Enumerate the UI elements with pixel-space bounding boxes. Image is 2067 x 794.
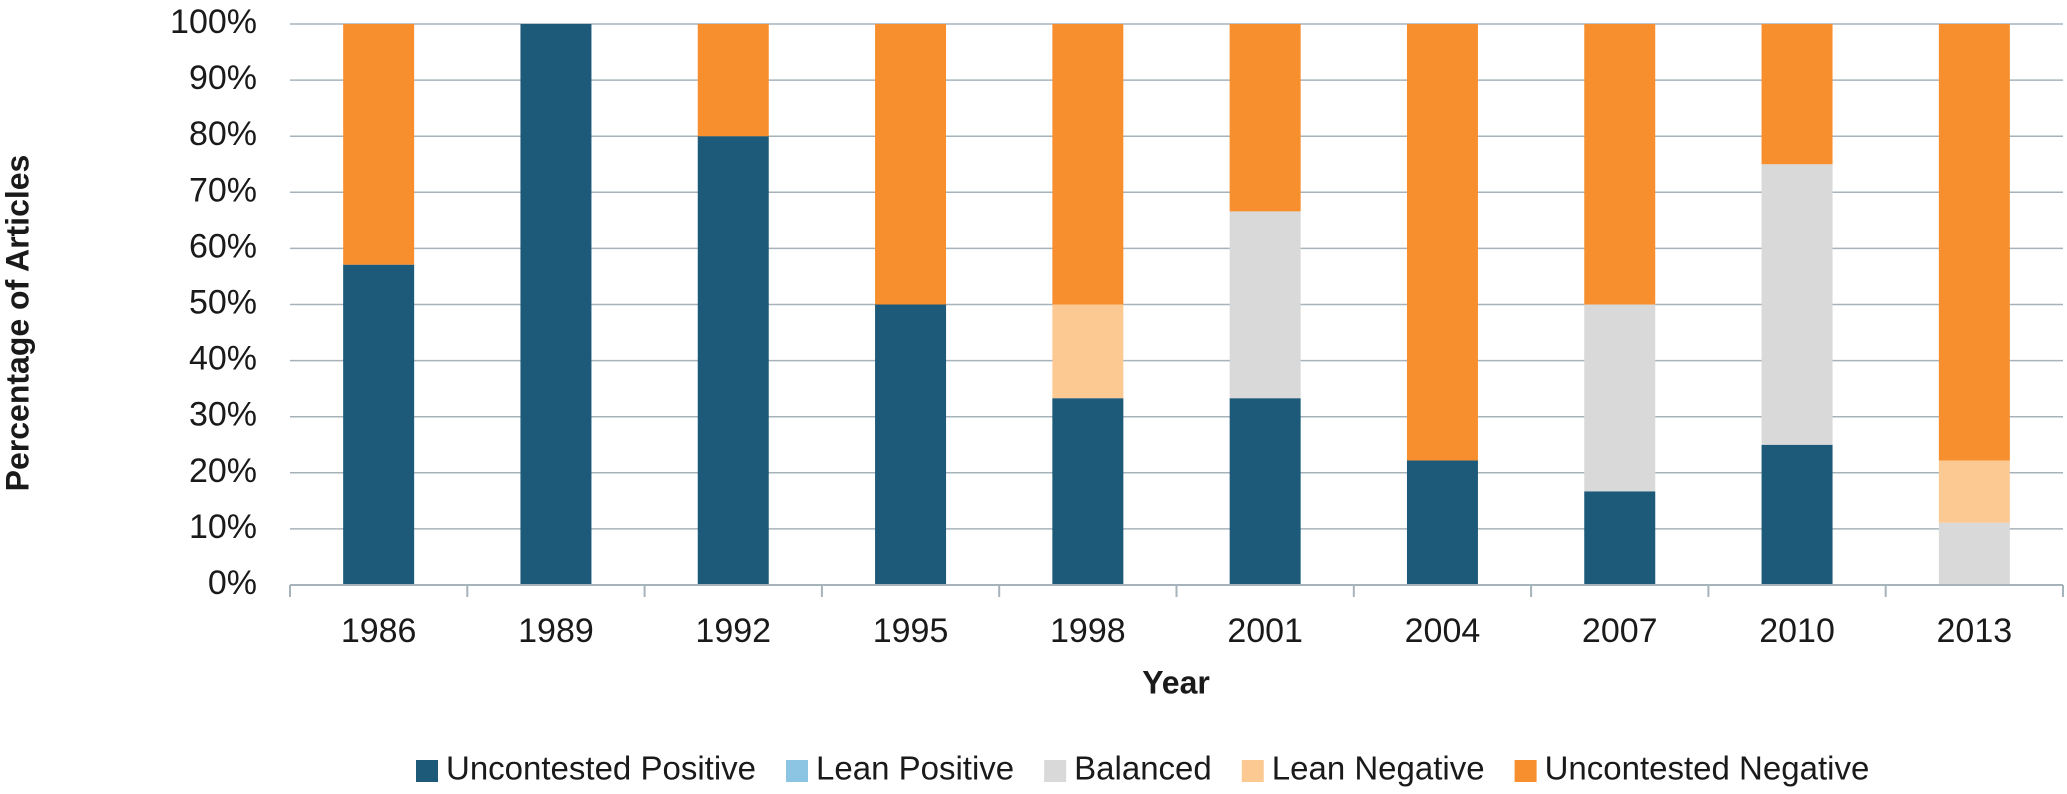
y-tick-label: 70% (189, 171, 257, 209)
y-tick-label: 20% (189, 452, 257, 490)
x-axis-title: Year (1142, 664, 1210, 700)
x-tick-label: 1998 (1050, 612, 1126, 650)
x-tick-label: 1992 (695, 612, 771, 650)
bar-segment (1761, 164, 1833, 445)
bar-segment (875, 304, 947, 585)
x-tick-label: 2001 (1227, 612, 1303, 650)
legend-label: Lean Positive (816, 750, 1014, 787)
legend-swatch (786, 760, 809, 782)
legend-swatch (416, 760, 438, 782)
bar-segment (520, 24, 592, 585)
x-tick-label: 2004 (1405, 612, 1481, 650)
bar-segment (1229, 211, 1301, 399)
x-tick-label: 2007 (1582, 612, 1658, 650)
y-tick-label: 50% (189, 283, 257, 321)
legend-swatch (1514, 760, 1537, 782)
y-tick-label: 0% (208, 564, 257, 602)
bar-segment (1761, 24, 1833, 165)
bar-segment (1229, 24, 1301, 212)
bar-segment (1229, 398, 1301, 585)
bar-segment (1584, 491, 1656, 585)
legend-swatch (1241, 760, 1264, 782)
bar-segment (1761, 444, 1833, 585)
bar-segment (1406, 24, 1478, 461)
bar-segment (1052, 24, 1124, 305)
legend-label: Uncontested Positive (446, 750, 756, 787)
x-tick-label: 2013 (1937, 612, 2013, 650)
bar-segment (343, 24, 415, 265)
bar-segment (1052, 398, 1124, 585)
bar-segment (1406, 460, 1478, 585)
y-axis-title: Percentage of Articles (0, 155, 35, 492)
bar-segment (1938, 522, 2010, 585)
bar-segment (697, 136, 769, 585)
bar-segment (343, 264, 415, 585)
y-tick-label: 80% (189, 115, 257, 153)
bar-segment (1052, 304, 1124, 399)
x-tick-label: 1986 (341, 612, 417, 650)
legend-swatch (1044, 760, 1067, 782)
bar-segment (697, 24, 769, 137)
bar-segment (1584, 304, 1656, 492)
y-tick-label: 10% (189, 508, 257, 546)
y-tick-label: 60% (189, 227, 257, 265)
legend-label: Lean Negative (1272, 750, 1485, 787)
x-tick-label: 2010 (1759, 612, 1835, 650)
x-tick-label: 1995 (873, 612, 949, 650)
legend-label: Uncontested Negative (1545, 750, 1870, 787)
bar-segment (875, 24, 947, 305)
y-tick-label: 40% (189, 340, 257, 378)
y-tick-label: 90% (189, 59, 257, 97)
y-tick-label: 100% (170, 3, 257, 41)
y-tick-label: 30% (189, 396, 257, 434)
x-tick-label: 1989 (518, 612, 594, 650)
bar-segment (1938, 460, 2010, 523)
bar-segment (1584, 24, 1656, 305)
bar-segment (1938, 24, 2010, 461)
legend-label: Balanced (1074, 750, 1212, 787)
